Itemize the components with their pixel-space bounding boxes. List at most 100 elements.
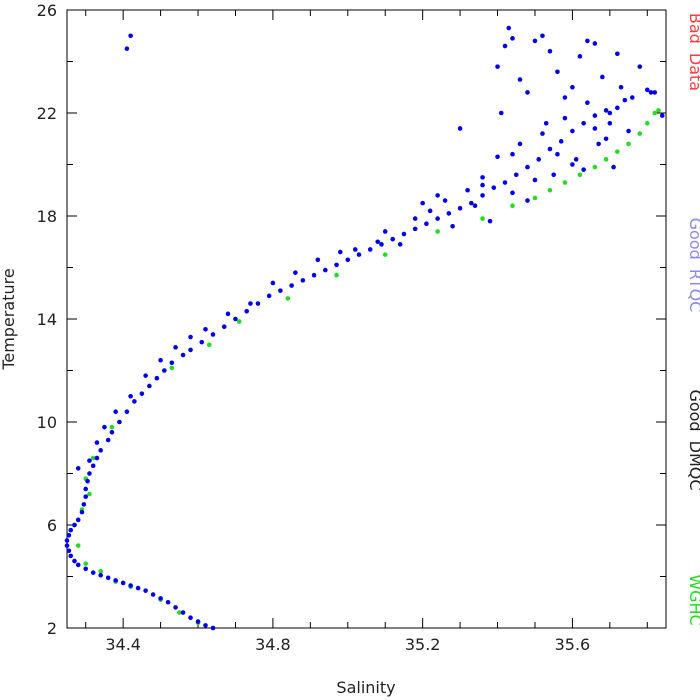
data-point [128, 393, 133, 399]
y-tick-label: 6 [47, 516, 57, 535]
data-point [472, 203, 478, 208]
y-tick-label: 26 [37, 1, 57, 20]
data-point [435, 216, 440, 221]
y-tick-label: 10 [37, 413, 57, 432]
data-point [293, 270, 298, 275]
data-point [165, 599, 171, 605]
data-point [83, 486, 89, 492]
data-point [513, 172, 519, 178]
data-point [102, 424, 107, 430]
data-point [180, 352, 186, 358]
data-point [618, 84, 624, 90]
data-point [244, 308, 249, 314]
data-point [128, 583, 133, 588]
data-point [83, 561, 89, 566]
data-point [75, 517, 81, 523]
data-point [600, 74, 605, 80]
data-point [68, 553, 74, 559]
data-point [615, 105, 620, 111]
data-point [570, 128, 575, 134]
data-point [603, 136, 609, 142]
data-point [382, 252, 388, 257]
data-point [435, 229, 440, 234]
data-point [68, 527, 74, 533]
data-point [345, 257, 351, 263]
data-point [128, 33, 133, 39]
data-point [225, 311, 231, 317]
legend-label: Good DMQC [686, 389, 700, 490]
data-point [570, 162, 575, 167]
data-point [248, 301, 253, 306]
data-point [592, 164, 598, 170]
data-point [532, 177, 538, 183]
data-point [547, 187, 553, 193]
data-point [173, 605, 178, 610]
data-point [644, 87, 650, 93]
data-point [75, 466, 81, 471]
data-point [81, 502, 87, 507]
data-point [352, 247, 358, 252]
data-point [615, 51, 620, 57]
data-point [480, 182, 485, 188]
data-point [300, 278, 306, 283]
data-point [210, 332, 216, 337]
data-point [442, 198, 448, 203]
data-point [188, 334, 193, 340]
data-point [480, 216, 485, 221]
data-point [379, 242, 384, 247]
data-point [450, 224, 455, 229]
data-point [525, 198, 530, 203]
data-point [465, 187, 470, 193]
data-point [113, 409, 118, 415]
x-tick-label: 35.6 [555, 635, 591, 654]
data-point [150, 592, 156, 597]
data-point [555, 69, 560, 75]
data-point [255, 301, 261, 306]
data-point [173, 345, 178, 350]
data-point [498, 110, 504, 116]
data-point [203, 327, 208, 332]
data-point [105, 575, 111, 581]
data-point [75, 562, 81, 568]
data-point [87, 458, 92, 463]
data-point [206, 342, 212, 348]
legend-label: Bad Data [686, 13, 700, 91]
data-point [510, 36, 515, 41]
data-point [596, 141, 601, 147]
data-point [390, 236, 396, 242]
data-point [626, 128, 631, 134]
x-axis-title: Salinity [336, 678, 395, 697]
data-point [199, 339, 205, 345]
data-point [401, 231, 407, 237]
data-point [72, 558, 77, 564]
series-good-rtqc [64, 25, 665, 631]
data-point [158, 596, 163, 601]
data-point [367, 247, 373, 252]
data-point [85, 478, 90, 484]
data-point [158, 357, 163, 363]
data-point [562, 95, 568, 100]
data-point [551, 172, 556, 178]
data-point [169, 365, 175, 371]
data-point [637, 131, 643, 136]
data-point [278, 288, 283, 293]
legend-label: Good RTQC [686, 218, 700, 313]
data-point [177, 610, 182, 615]
data-point [540, 131, 545, 136]
data-point [573, 157, 579, 162]
data-point [83, 566, 89, 572]
data-point [98, 572, 103, 578]
data-point [285, 296, 291, 301]
data-point [648, 90, 654, 95]
data-point [94, 455, 100, 461]
data-point [480, 175, 485, 180]
data-point [491, 185, 497, 190]
data-point [375, 239, 381, 245]
data-point [603, 108, 609, 113]
data-point [603, 157, 609, 162]
data-point [615, 149, 620, 154]
data-point [626, 141, 631, 147]
data-point [547, 146, 553, 152]
data-point [72, 522, 77, 528]
data-point [637, 64, 643, 69]
